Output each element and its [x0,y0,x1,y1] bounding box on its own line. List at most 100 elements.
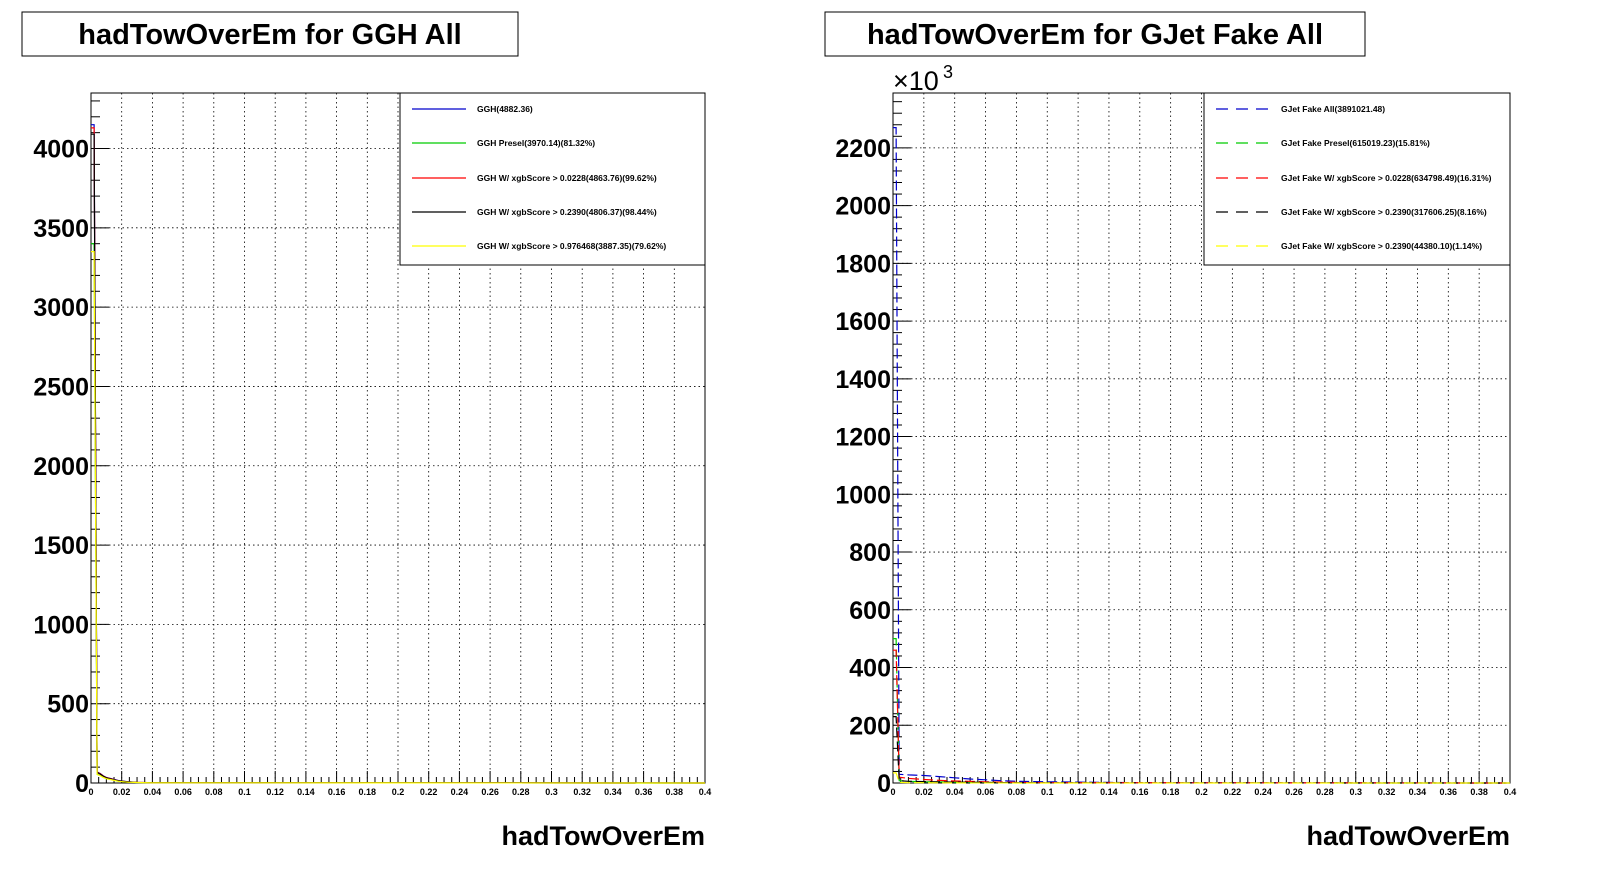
legend-entry: GGH W/ xgbScore > 0.0228(4863.76)(99.62%… [412,173,657,183]
y-tick-label: 4000 [33,136,89,164]
x-tick-label: 0.3 [1349,787,1362,797]
x-tick-label: 0.32 [573,787,591,797]
y-tick-label: 3000 [33,294,89,322]
y-tick-label: 600 [849,597,891,625]
y-axis-exponent: ×10 3 [893,62,953,96]
x-tick-label: 0.28 [512,787,530,797]
y-tick-label: 1000 [33,611,89,639]
legend-box [1203,92,1511,266]
x-axis: 0 0.02 0.04 0.06 0.08 0.1 0.12 0.14 0.16 0.18 0.2 0… [88,771,711,797]
legend-entry: GGH Presel(3970.14)(81.32%) [412,138,595,148]
legend-label: GJet Fake All(3891021.48) [1281,104,1385,114]
y-axis: 0 500 1000 1500 2000 2500 3000 3500 4000 [33,100,109,798]
y-tick-label: 2200 [835,135,891,163]
x-tick-label: 0.36 [635,787,653,797]
y-axis: 0 200 400 600 800 1000 1200 1400 1600 1800 2000 220… [835,101,911,798]
series-line-4 [91,251,706,784]
x-tick-label: 0.16 [328,787,346,797]
y-tick-label: 200 [849,712,891,740]
x-tick-label: 0.1 [1041,787,1054,797]
x-tick-label: 0.22 [1224,787,1242,797]
x-tick-label: 0.18 [359,787,377,797]
y-tick-label: 0 [75,770,89,798]
x-tick-label: 0.34 [604,787,622,797]
y-tick-label: 1600 [835,308,891,336]
x-tick-label: 0.28 [1316,787,1334,797]
legend-label: GGH(4882.36) [477,104,533,114]
legend-entry: GJet Fake All(3891021.48) [1216,104,1385,114]
x-tick-label: 0.3 [545,787,558,797]
legend-entry: GGH W/ xgbScore > 0.976468(3887.35)(79.6… [412,241,666,251]
x-tick-label: 0.4 [699,787,712,797]
series-line-1 [91,243,706,784]
x-tick-label: 0.36 [1440,787,1458,797]
data-series [91,124,706,784]
x-tick-label: 0.06 [977,787,995,797]
legend-entry: GGH W/ xgbScore > 0.2390(4806.37)(98.44%… [412,207,657,217]
y-tick-label: 2000 [835,193,891,221]
left-panel-ggh: 0 0.02 0.04 0.06 0.08 0.1 0.12 0.14 0.16 0.18 0.2 0… [21,11,711,851]
data-series [893,127,1511,784]
x-tick-label: 0.22 [420,787,438,797]
x-tick-label: 0.26 [481,787,499,797]
legend-label: GGH W/ xgbScore > 0.0228(4863.76)(99.62%… [477,173,657,183]
y-tick-label: 2500 [33,373,89,401]
x-tick-label: 0.24 [1254,787,1272,797]
title-text: hadTowOverEm for GJet Fake All [867,19,1323,51]
x-axis-title: hadTowOverEm [501,821,705,851]
x-tick-label: 0.1 [238,787,251,797]
title-box [21,11,519,57]
x-tick-label: 0.26 [1285,787,1303,797]
x-tick-label: 0 [88,787,93,797]
legend-label: GJet Fake W/ xgbScore > 0.2390(317606.25… [1281,207,1487,217]
x-tick-label: 0.04 [946,787,964,797]
y-tick-label: 1200 [835,424,891,452]
legend-entry: GGH(4882.36) [412,104,533,114]
x-tick-label: 0.4 [1504,787,1517,797]
right-panel-gjet-fake: 0 0.02 0.04 0.06 0.08 0.1 0.12 0.14 0.16 0.18 0.2 0… [824,11,1516,851]
legend-entry: GJet Fake W/ xgbScore > 0.2390(44380.10)… [1216,241,1482,251]
x-tick-label: 0.02 [113,787,131,797]
x-tick-label: 0.08 [205,787,223,797]
x-tick-label: 0.32 [1378,787,1396,797]
x-tick-label: 0.38 [1470,787,1488,797]
legend-entry: GJet Fake W/ xgbScore > 0.0228(634798.49… [1216,173,1492,183]
y-tick-label: 800 [849,539,891,567]
legend-label: GJet Fake W/ xgbScore > 0.0228(634798.49… [1281,173,1492,183]
x-tick-label: 0.18 [1162,787,1180,797]
y-tick-label: 1800 [835,250,891,278]
legend-box [399,92,706,266]
x-tick-label: 0.02 [915,787,933,797]
series-line-4 [893,772,1510,784]
x-axis-title: hadTowOverEm [1306,821,1510,851]
x-tick-label: 0.24 [451,787,469,797]
x-tick-label: 0.16 [1131,787,1149,797]
x-tick-label: 0.14 [1100,787,1118,797]
chart-title: hadTowOverEm for GGH All [21,11,519,57]
y-tick-label: 400 [849,655,891,683]
x-tick-label: 0.14 [297,787,315,797]
y-tick-label: 0 [877,770,891,798]
x-axis: 0 0.02 0.04 0.06 0.08 0.1 0.12 0.14 0.16 0.18 0.2 0… [890,771,1516,797]
chart-title: hadTowOverEm for GJet Fake All [824,11,1366,57]
legend-label: GGH Presel(3970.14)(81.32%) [477,138,595,148]
x-tick-label: 0.2 [1195,787,1208,797]
x-tick-label: 0.08 [1008,787,1026,797]
y-exponent-power: 3 [943,62,953,82]
legend-label: GJet Fake W/ xgbScore > 0.2390(44380.10)… [1281,241,1482,251]
grid-lines [91,93,705,783]
y-tick-label: 3500 [33,215,89,243]
x-tick-label: 0.12 [266,787,284,797]
y-tick-label: 1400 [835,366,891,394]
x-tick-label: 0.06 [174,787,192,797]
legend-label: GJet Fake Presel(615019.23)(15.81%) [1281,138,1430,148]
y-tick-label: 500 [47,691,89,719]
y-exponent-base: ×10 [893,66,939,96]
legend-entry: GJet Fake Presel(615019.23)(15.81%) [1216,138,1430,148]
x-tick-label: 0 [890,787,895,797]
y-tick-label: 1000 [835,481,891,509]
legend: GJet Fake All(3891021.48) GJet Fake Prese… [1203,92,1511,266]
title-box [824,11,1366,57]
legend: GGH(4882.36) GGH Presel(3970.14)(81.32%) G… [399,92,706,266]
